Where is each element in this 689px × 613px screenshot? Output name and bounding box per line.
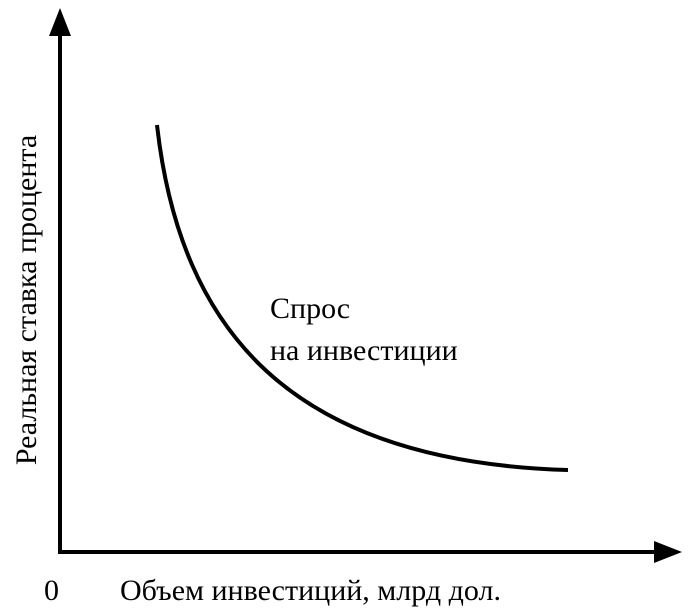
origin-label: 0 [44, 574, 59, 607]
curve-label: на инвестиции [270, 334, 458, 367]
demand-curve [155, 124, 569, 472]
x-axis-arrow [654, 541, 682, 563]
curve-label: Спрос [270, 292, 350, 325]
x-axis-label: Объем инвестиций, млрд дол. [120, 574, 501, 607]
y-axis-label: Реальная ставка процента [10, 135, 43, 465]
y-axis-arrow [49, 8, 71, 36]
